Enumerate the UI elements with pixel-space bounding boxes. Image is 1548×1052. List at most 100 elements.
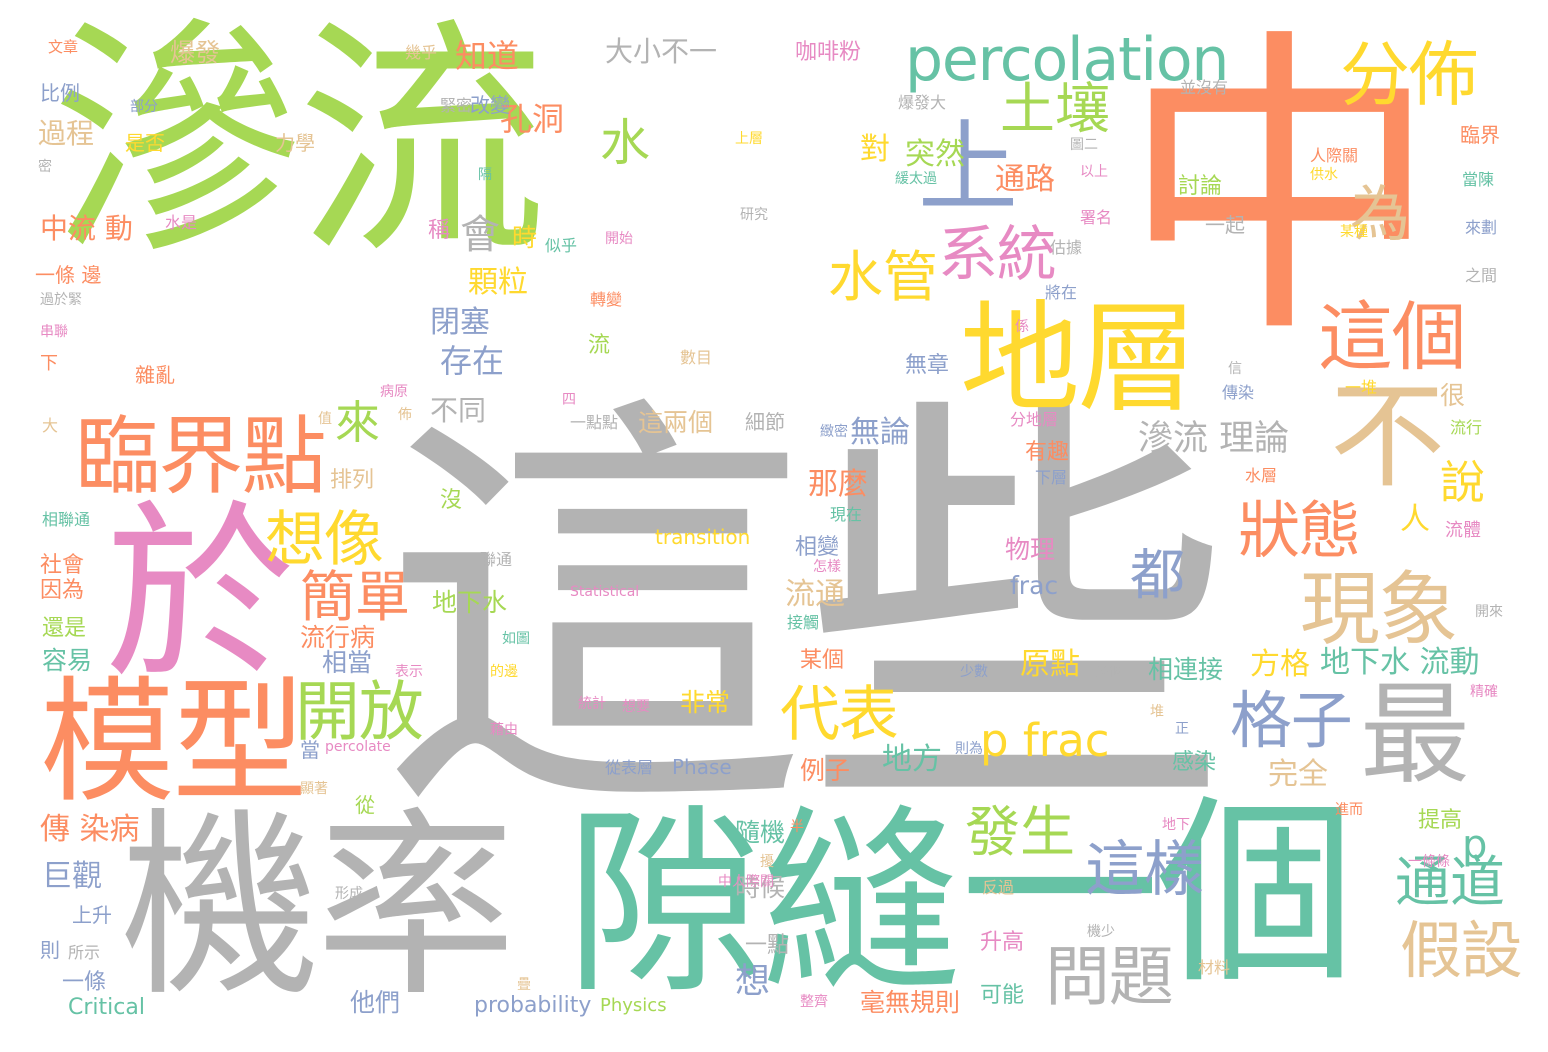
word: 少數 [960, 664, 988, 680]
word: 疊 [517, 977, 531, 993]
word: 升高 [980, 930, 1025, 955]
word: 圖二 [1070, 137, 1098, 153]
word: 中人際關 [718, 874, 774, 890]
word: 完全 [1268, 757, 1328, 792]
word: 社會 [40, 553, 85, 578]
word: 下層 [1035, 468, 1068, 487]
word: 滲流 理論 [1138, 419, 1290, 459]
word: 無論 [850, 415, 910, 450]
word: 那麼 [808, 467, 868, 502]
word: 數目 [680, 348, 713, 367]
word: 沒 [440, 488, 463, 513]
word: 地層 [960, 290, 1198, 429]
word: 還是 [42, 616, 87, 641]
word: 是否 [125, 131, 165, 155]
word: 模型 [40, 664, 307, 821]
word: 供水 [1310, 167, 1338, 183]
word: 人 [1400, 502, 1430, 537]
word: 都 [1130, 543, 1186, 607]
word: 擾 [760, 854, 774, 870]
word: 稱 [428, 218, 451, 243]
word: 則為 [955, 741, 983, 757]
word: 機少 [1087, 924, 1115, 940]
word: 將在 [1045, 283, 1078, 302]
word: 則 [40, 938, 60, 962]
word: 例子 [800, 756, 851, 785]
word: 過程 [38, 117, 95, 150]
word: 不 [1330, 370, 1445, 504]
word: 進而 [1335, 802, 1363, 818]
word: 所示 [68, 943, 101, 962]
word: 感染 [1172, 750, 1217, 775]
word: 顯著 [300, 781, 328, 797]
word: probability [474, 993, 592, 1018]
word: 多個 [1095, 664, 1123, 680]
word: 隙縫 [565, 788, 961, 1021]
word: 爆發 [170, 38, 221, 67]
word: 隨機 [735, 818, 786, 847]
word: 原點 [1020, 647, 1080, 682]
word: 這兩個 [638, 408, 714, 437]
word: 孔洞 [500, 100, 565, 138]
word: 說 [1440, 456, 1486, 509]
word: 臨界 [1460, 123, 1500, 147]
word: 流通 [785, 577, 845, 612]
word: 中流 動 [40, 212, 133, 245]
word: 係 [1015, 319, 1029, 335]
word: 開放 [295, 675, 424, 750]
word: 比例 [40, 81, 80, 105]
word: 串聯 [40, 324, 68, 340]
word: 有趣 [1025, 440, 1070, 465]
word: 閉塞 [430, 305, 490, 340]
word: 排列 [330, 468, 375, 493]
word: 研究 [740, 207, 768, 223]
word: p frac [980, 714, 1110, 767]
word: 從表層 [605, 758, 654, 777]
word: 提高 [1418, 808, 1463, 833]
word: 的邊 [490, 664, 518, 680]
word: 這樣 [1085, 835, 1204, 905]
word: 文章 [48, 38, 79, 56]
word: 密 [38, 159, 52, 175]
word: 發生 [965, 800, 1076, 864]
word: 從 [355, 793, 375, 817]
word: 地下 [1162, 817, 1190, 833]
word: 地下水 流動 [1320, 645, 1480, 680]
word: 格子 [1230, 684, 1353, 757]
word: 水 [600, 114, 650, 172]
word: 當 [300, 738, 320, 762]
word: 過於緊 [40, 292, 82, 308]
word: 一點 [745, 933, 790, 958]
word: 地方 [882, 742, 942, 777]
word: 統計 [578, 696, 606, 712]
word: 想 [735, 962, 771, 1002]
word: 地下水 [432, 588, 508, 617]
word: 存在 [440, 342, 505, 380]
word: 反過 [982, 878, 1015, 897]
word: 傳 染病 [40, 812, 140, 847]
word: 接觸 [787, 613, 820, 632]
word: 來 [335, 396, 381, 449]
word: 估據 [1050, 238, 1083, 257]
word: 藉由 [490, 722, 518, 738]
word: 討論 [1178, 174, 1223, 199]
word: 下 [40, 353, 58, 374]
word: 相連接 [1148, 655, 1224, 684]
word: 半 [790, 819, 804, 835]
word: 力學 [275, 131, 315, 155]
word: 因為 [40, 578, 85, 603]
word: frac [1010, 571, 1059, 600]
word: 一起 [1205, 213, 1245, 237]
word: 當陳 [1462, 170, 1495, 189]
word: 相當 [322, 648, 373, 677]
word: 流 [588, 333, 611, 358]
word: 時候 [735, 873, 786, 902]
word: p [1462, 822, 1488, 868]
word: 流行病 [300, 623, 376, 652]
word: 系統 [938, 220, 1057, 290]
word: 上層 [735, 131, 763, 147]
word: 狀態 [1238, 494, 1361, 567]
word: transition [655, 525, 751, 549]
word: Critical [68, 995, 145, 1020]
word: 轉變 [590, 290, 623, 309]
